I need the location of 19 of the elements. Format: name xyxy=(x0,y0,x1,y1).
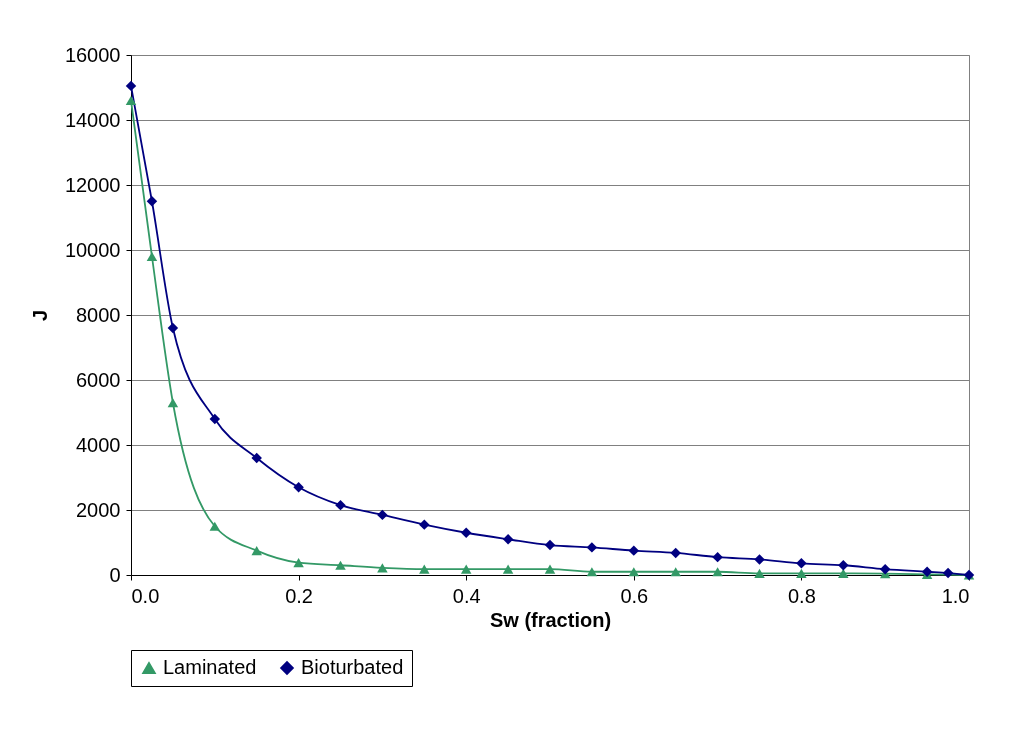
y-tick-label: 6000 xyxy=(76,368,121,391)
y-tick-label: 10000 xyxy=(64,238,121,261)
y-axis-title: J xyxy=(28,309,51,322)
x-axis-title: Sw (fraction) xyxy=(489,608,612,631)
y-tick-label: 2000 xyxy=(76,498,121,521)
y-tick-label: 0 xyxy=(109,563,121,586)
x-tick-label: 0.6 xyxy=(620,584,649,607)
legend-label: Laminated xyxy=(163,656,257,678)
x-tick-label: 0.8 xyxy=(787,584,816,607)
legend-label: Bioturbated xyxy=(301,656,404,678)
x-tick-label: 0.2 xyxy=(285,584,314,607)
y-tick-label: 16000 xyxy=(64,43,121,66)
y-tick-label: 8000 xyxy=(76,303,121,326)
x-tick-label: 0.0 xyxy=(131,584,160,607)
y-tick-label: 14000 xyxy=(64,108,121,131)
x-tick-label: 1.0 xyxy=(941,584,970,607)
y-tick-label: 4000 xyxy=(76,433,121,456)
y-tick-label: 12000 xyxy=(64,173,121,196)
x-tick-label: 0.4 xyxy=(452,584,481,607)
